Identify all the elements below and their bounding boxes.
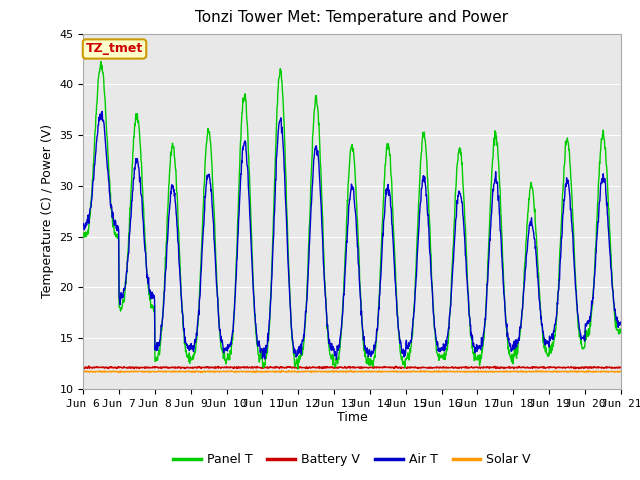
Air T	[436, 349, 444, 355]
Panel T	[617, 328, 625, 334]
Battery V	[506, 365, 514, 371]
Battery V	[79, 365, 87, 371]
Solar V	[186, 369, 193, 374]
Battery V	[436, 365, 444, 371]
Panel T	[97, 59, 104, 64]
Text: TZ_tmet: TZ_tmet	[86, 42, 143, 56]
Air T	[186, 347, 194, 352]
Battery V	[617, 365, 625, 371]
Solar V	[436, 369, 444, 374]
Battery V	[199, 364, 207, 370]
Panel T	[436, 352, 444, 358]
Solar V	[554, 369, 561, 374]
Panel T	[506, 353, 514, 359]
Solar V	[79, 369, 87, 374]
Panel T	[199, 205, 207, 211]
Panel T	[259, 365, 267, 371]
Solar V	[506, 369, 514, 375]
Solar V	[332, 368, 340, 373]
Solar V	[199, 369, 207, 374]
X-axis label: Time: Time	[337, 411, 367, 424]
Battery V	[259, 365, 267, 371]
Air T	[333, 357, 340, 362]
Panel T	[554, 295, 561, 300]
Panel T	[186, 356, 194, 361]
Solar V	[251, 370, 259, 375]
Line: Panel T: Panel T	[83, 61, 621, 369]
Battery V	[186, 365, 194, 371]
Battery V	[554, 364, 561, 370]
Legend: Panel T, Battery V, Air T, Solar V: Panel T, Battery V, Air T, Solar V	[168, 448, 536, 471]
Line: Battery V: Battery V	[83, 366, 621, 369]
Y-axis label: Temperature (C) / Power (V): Temperature (C) / Power (V)	[41, 124, 54, 298]
Air T	[99, 108, 106, 114]
Air T	[199, 230, 207, 236]
Line: Air T: Air T	[83, 111, 621, 360]
Battery V	[85, 363, 93, 369]
Air T	[554, 301, 561, 307]
Panel T	[79, 232, 87, 238]
Solar V	[617, 369, 625, 374]
Air T	[259, 353, 267, 359]
Solar V	[259, 369, 267, 375]
Air T	[506, 341, 514, 347]
Battery V	[572, 366, 579, 372]
Title: Tonzi Tower Met: Temperature and Power: Tonzi Tower Met: Temperature and Power	[195, 11, 509, 25]
Line: Solar V: Solar V	[83, 371, 621, 372]
Panel T	[294, 366, 302, 372]
Air T	[617, 321, 625, 326]
Air T	[79, 222, 87, 228]
